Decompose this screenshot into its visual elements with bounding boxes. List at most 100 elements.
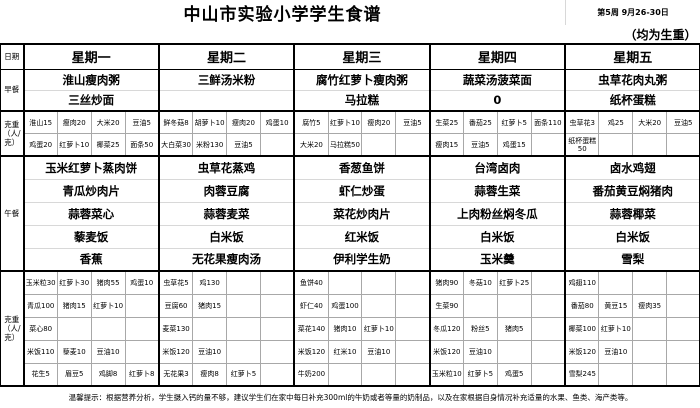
lunch-dish: 肉蓉豆腐 xyxy=(159,179,294,202)
breakfast-row: 早餐淮山瘦肉粥三鲜汤米粉腐竹红萝卜瘦肉粥蔬菜汤菠菜面虫草花肉丸粥 xyxy=(1,69,700,90)
ingredient-cell: 淮山15 xyxy=(24,111,58,134)
ingredient-cell: 鱼饼40 xyxy=(294,271,328,294)
ingredient-cell: 猪肉10 xyxy=(328,317,362,340)
lunch-dish: 伊利学生奶 xyxy=(294,248,429,271)
ingredient-cell: 胡萝卜10 xyxy=(193,111,227,134)
ingredient-cell xyxy=(227,340,261,363)
ingredient-cell: 红米10 xyxy=(328,340,362,363)
ingredient-cell xyxy=(260,134,294,157)
ingredient-cell: 番茄80 xyxy=(565,294,599,317)
ingredient-cell xyxy=(667,294,700,317)
ingredient-cell: 豆油10 xyxy=(362,340,396,363)
ingredient-cell: 米饭120 xyxy=(294,340,328,363)
ingredient-cell: 鸡翅110 xyxy=(565,271,599,294)
ingredient-cell: 豆油5 xyxy=(125,111,159,134)
lunch-row: 香蕉无花果瘦肉汤伊利学生奶玉米羹雪梨 xyxy=(1,248,700,271)
ingredient-cell: 红萝卜5 xyxy=(497,111,531,134)
lunch-dish: 藜麦饭 xyxy=(24,225,159,248)
ingredient-cell: 鸡脚8 xyxy=(91,363,125,386)
ingredient-cell xyxy=(599,363,633,386)
ingredient-cell: 红萝卜8 xyxy=(125,363,159,386)
ingredient-cell: 鸡25 xyxy=(599,111,633,134)
ingredient-cell xyxy=(667,317,700,340)
lunch-row: 藜麦饭白米饭红米饭白米饭白米饭 xyxy=(1,225,700,248)
day-header: 星期三 xyxy=(294,44,429,69)
ingredient-cell xyxy=(125,340,159,363)
ingredient-cell: 瘦肉20 xyxy=(227,111,261,134)
ingredient-cell: 鸡蛋15 xyxy=(497,134,531,157)
ingredient-cell: 纸杯蛋糕50 xyxy=(565,134,599,157)
week-range: 第5周 9月26-30日 xyxy=(565,0,700,25)
ingredient-cell: 鸡蛋10 xyxy=(260,111,294,134)
ingredient-cell: 红萝卜10 xyxy=(57,134,91,157)
ingredient-cell xyxy=(531,317,565,340)
breakfast-dish: 纸杯蛋糕 xyxy=(565,90,700,111)
ingredient-cell: 粉丝5 xyxy=(463,317,497,340)
ingredient-cell: 麦菜130 xyxy=(159,317,193,340)
lunch-dish: 青瓜炒肉片 xyxy=(24,179,159,202)
ingredient-cell: 鸡130 xyxy=(193,271,227,294)
lunch-dish: 蒜蓉椰菜 xyxy=(565,202,700,225)
ingredient-cell: 米饭120 xyxy=(159,340,193,363)
lunch-dish: 香葱鱼饼 xyxy=(294,156,429,179)
lunch-row: 青瓜炒肉片肉蓉豆腐虾仁炒蛋蒜蓉生菜番茄黄豆焖猪肉 xyxy=(1,179,700,202)
ingredient-cell: 面条50 xyxy=(125,134,159,157)
weight-note: （均为生重） xyxy=(1,25,700,44)
ingredient-cell xyxy=(633,271,667,294)
ingredient-cell: 大白菜30 xyxy=(159,134,193,157)
ingredient-cell xyxy=(193,317,227,340)
ingredient-cell: 豆油10 xyxy=(599,340,633,363)
ingredient-cell xyxy=(362,271,396,294)
ingredient-cell: 玉米粒30 xyxy=(24,271,58,294)
ingredient-cell xyxy=(227,294,261,317)
lunch-dish: 白米饭 xyxy=(430,225,565,248)
ingredient-cell: 红萝卜10 xyxy=(328,111,362,134)
lunch-dish: 蒜蓉麦菜 xyxy=(159,202,294,225)
lunch-dish: 红米饭 xyxy=(294,225,429,248)
ingredient-cell xyxy=(260,363,294,386)
ingredient-cell xyxy=(667,134,700,157)
day-header-row: 日期星期一星期二星期三星期四星期五 xyxy=(1,44,700,69)
ingredient-cell: 大米20 xyxy=(91,111,125,134)
breakfast-dish: 蔬菜汤菠菜面 xyxy=(430,69,565,90)
ingredient-cell: 腐竹5 xyxy=(294,111,328,134)
ingredient-cell xyxy=(633,340,667,363)
ingredient-cell xyxy=(633,317,667,340)
ingredient-cell xyxy=(396,271,430,294)
ingredient-cell: 面条110 xyxy=(531,111,565,134)
breakfast-dish: 淮山瘦肉粥 xyxy=(24,69,159,90)
ingredient-cell xyxy=(125,294,159,317)
ingredient-cell xyxy=(531,134,565,157)
breakfast-label: 早餐 xyxy=(1,69,24,111)
date-label: 日期 xyxy=(1,44,24,69)
breakfast-dish xyxy=(159,90,294,111)
breakfast-dish: 三丝炒面 xyxy=(24,90,159,111)
ingredient-cell: 番茄25 xyxy=(463,111,497,134)
breakfast-grams-label: 克重（人/克） xyxy=(1,111,24,156)
lunch-dish: 卤水鸡翅 xyxy=(565,156,700,179)
ingredient-cell: 虫草花5 xyxy=(159,271,193,294)
ingredient-cell xyxy=(91,317,125,340)
ingredient-cell: 米饭120 xyxy=(430,340,464,363)
ingredient-cell xyxy=(633,134,667,157)
ingredient-cell xyxy=(328,271,362,294)
ingredient-cell: 瘦肉8 xyxy=(193,363,227,386)
ingredient-cell: 鸡蛋20 xyxy=(24,134,58,157)
ingredient-cell xyxy=(599,134,633,157)
lunch-row: 蒜蓉菜心蒜蓉麦菜菜花炒肉片上肉粉丝焖冬瓜蒜蓉椰菜 xyxy=(1,202,700,225)
ingredient-cell xyxy=(497,340,531,363)
ingredient-cell: 红萝卜30 xyxy=(57,271,91,294)
day-header: 星期四 xyxy=(430,44,565,69)
ingredient-cell: 大米20 xyxy=(294,134,328,157)
lunch-dish: 玉米羹 xyxy=(430,248,565,271)
ingredient-cell xyxy=(396,363,430,386)
ingredient-cell: 虫草花3 xyxy=(565,111,599,134)
ingredient-cell xyxy=(227,271,261,294)
lunch-dish: 上肉粉丝焖冬瓜 xyxy=(430,202,565,225)
lunch-dish: 番茄黄豆焖猪肉 xyxy=(565,179,700,202)
lunch-dish: 虫草花蒸鸡 xyxy=(159,156,294,179)
lunch-grams-label: 克重（人/克） xyxy=(1,271,24,386)
